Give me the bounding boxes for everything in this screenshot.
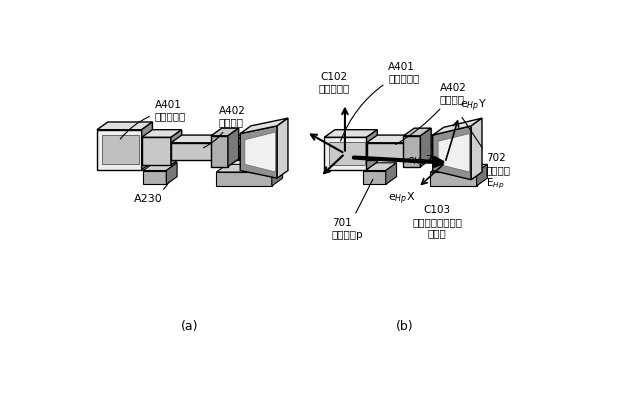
Polygon shape — [141, 122, 152, 170]
Polygon shape — [240, 126, 277, 178]
Text: e$_{Hp}$Z: e$_{Hp}$Z — [406, 153, 434, 170]
Polygon shape — [324, 138, 367, 170]
Polygon shape — [228, 138, 251, 146]
Text: A401
被嵌合部品: A401 被嵌合部品 — [340, 62, 419, 141]
Polygon shape — [477, 164, 488, 186]
Polygon shape — [102, 135, 140, 164]
Polygon shape — [435, 135, 445, 160]
Polygon shape — [245, 132, 276, 172]
Text: A401
被嵌合部品: A401 被嵌合部品 — [120, 100, 186, 139]
Text: C102
物体座標系: C102 物体座標系 — [319, 72, 350, 94]
Text: C103
エンドエフェクタ
座標系: C103 エンドエフェクタ 座標系 — [412, 205, 462, 239]
Polygon shape — [403, 128, 431, 136]
Polygon shape — [329, 142, 365, 165]
Polygon shape — [420, 146, 433, 157]
Polygon shape — [272, 164, 283, 186]
Polygon shape — [363, 171, 386, 184]
Polygon shape — [324, 130, 378, 138]
Polygon shape — [171, 135, 250, 143]
Polygon shape — [166, 163, 177, 184]
Polygon shape — [433, 126, 471, 180]
Polygon shape — [471, 118, 482, 180]
Polygon shape — [367, 143, 435, 160]
Text: e$_{Hp}$Y: e$_{Hp}$Y — [460, 97, 487, 114]
Polygon shape — [211, 136, 228, 166]
Polygon shape — [216, 164, 283, 172]
Polygon shape — [431, 172, 477, 186]
Polygon shape — [143, 171, 166, 184]
Text: 701
相対位置p: 701 相対位置p — [332, 179, 373, 240]
Text: (a): (a) — [180, 319, 198, 333]
Polygon shape — [420, 138, 444, 146]
Polygon shape — [431, 164, 488, 172]
Polygon shape — [171, 143, 239, 160]
Text: 702
相対姿勢
E$_{Hp}$: 702 相対姿勢 E$_{Hp}$ — [462, 117, 511, 191]
Polygon shape — [141, 138, 171, 165]
Polygon shape — [97, 130, 141, 170]
Polygon shape — [239, 135, 250, 160]
Polygon shape — [403, 136, 420, 166]
Polygon shape — [433, 138, 444, 157]
Polygon shape — [438, 133, 470, 172]
Polygon shape — [367, 130, 378, 170]
Polygon shape — [171, 130, 182, 165]
Polygon shape — [143, 163, 177, 171]
Polygon shape — [211, 128, 239, 136]
Polygon shape — [420, 128, 431, 166]
Polygon shape — [363, 163, 397, 171]
Polygon shape — [216, 172, 272, 186]
Text: e$_{Hp}$X: e$_{Hp}$X — [388, 190, 416, 207]
Polygon shape — [228, 146, 240, 157]
Text: (b): (b) — [396, 319, 414, 333]
Polygon shape — [386, 163, 397, 184]
Polygon shape — [367, 135, 445, 143]
Polygon shape — [141, 130, 182, 138]
Text: A230: A230 — [134, 182, 169, 204]
Polygon shape — [228, 128, 239, 166]
Polygon shape — [433, 118, 482, 135]
Text: A402
嵌合部品: A402 嵌合部品 — [396, 83, 467, 144]
Polygon shape — [240, 138, 251, 157]
Polygon shape — [240, 118, 288, 133]
Polygon shape — [277, 118, 288, 178]
Text: A402
嵌合部品: A402 嵌合部品 — [204, 106, 246, 148]
Polygon shape — [97, 122, 152, 130]
